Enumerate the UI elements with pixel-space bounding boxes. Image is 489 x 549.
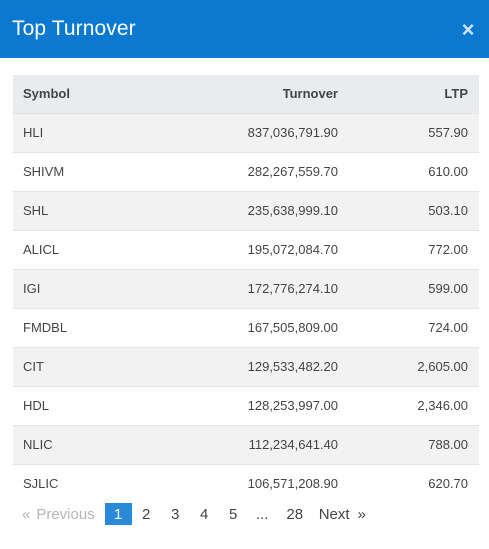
cell-symbol: IGI <box>23 281 41 296</box>
table-body: HLI 837,036,791.90 557.90 SHIVM 282,267,… <box>13 113 479 503</box>
cell-symbol: SHIVM <box>23 164 65 179</box>
cell-turnover: 128,253,997.00 <box>247 398 338 413</box>
table-row: FMDBL 167,505,809.00 724.00 <box>13 308 479 347</box>
cell-symbol: SJLIC <box>23 476 59 492</box>
previous-page-button[interactable]: Previous <box>36 505 95 523</box>
cell-ltp: 2,605.00 <box>417 359 468 374</box>
cell-symbol: FMDBL <box>23 320 68 335</box>
cell-ltp: 503.10 <box>428 203 468 218</box>
page-button-5[interactable]: 5 <box>229 505 238 523</box>
table-row: ALICL 195,072,084.70 772.00 <box>13 230 479 269</box>
table-row: IGI 172,776,274.10 599.00 <box>13 269 479 308</box>
cell-turnover: 106,571,208.90 <box>247 476 338 492</box>
cell-ltp: 2,346.00 <box>417 398 468 413</box>
cell-ltp: 724.00 <box>428 320 468 335</box>
column-header-turnover[interactable]: Turnover <box>282 86 338 102</box>
pagination: « Previous 1 2 3 4 5 ... 28 Next » <box>13 503 366 525</box>
table-row: SJLIC 106,571,208.90 620.70 <box>13 464 479 503</box>
cell-symbol: NLIC <box>23 437 53 452</box>
cell-turnover: 112,234,641.40 <box>248 437 338 452</box>
cell-turnover: 129,533,482.20 <box>247 359 338 374</box>
table-row: HLI 837,036,791.90 557.90 <box>13 113 479 152</box>
cell-ltp: 610.00 <box>428 164 468 179</box>
cell-ltp: 772.00 <box>428 242 468 257</box>
table-header-row: Symbol Turnover LTP <box>13 75 479 113</box>
close-icon[interactable]: × <box>461 17 475 42</box>
table-row: CIT 129,533,482.20 2,605.00 <box>13 347 479 386</box>
next-page-button[interactable]: Next <box>318 505 350 523</box>
page-button-4[interactable]: 4 <box>200 505 209 523</box>
cell-turnover: 235,638,999.10 <box>247 203 338 218</box>
table-row: HDL 128,253,997.00 2,346.00 <box>13 386 479 425</box>
page-ellipsis: ... <box>255 505 269 523</box>
table-row: SHL 235,638,999.10 503.10 <box>13 191 479 230</box>
cell-turnover: 837,036,791.90 <box>247 125 338 140</box>
page-button-2[interactable]: 2 <box>142 505 151 523</box>
cell-turnover: 195,072,084.70 <box>247 242 338 257</box>
cell-turnover: 172,776,274.10 <box>247 281 338 296</box>
table-header: Symbol Turnover LTP <box>13 75 479 113</box>
cell-ltp: 620.70 <box>428 476 468 492</box>
cell-turnover: 167,505,809.00 <box>247 320 338 335</box>
modal-header: Top Turnover × <box>0 0 489 58</box>
cell-ltp: 557.90 <box>428 125 468 140</box>
next-arrow-icon[interactable]: » <box>357 505 366 523</box>
modal-title: Top Turnover <box>12 17 136 40</box>
table-row: NLIC 112,234,641.40 788.00 <box>13 425 479 464</box>
previous-arrow-icon: « <box>22 505 31 523</box>
page-button-28[interactable]: 28 <box>286 505 304 523</box>
column-header-ltp[interactable]: LTP <box>444 86 468 102</box>
cell-symbol: SHL <box>23 203 49 218</box>
cell-symbol: HLI <box>23 125 44 140</box>
cell-turnover: 282,267,559.70 <box>247 164 338 179</box>
cell-ltp: 788.00 <box>428 437 468 452</box>
column-header-symbol[interactable]: Symbol <box>23 86 70 102</box>
cell-ltp: 599.00 <box>428 281 468 296</box>
turnover-table: Symbol Turnover LTP HLI 837,036,791.90 5… <box>13 75 479 503</box>
turnover-table-container: Symbol Turnover LTP HLI 837,036,791.90 5… <box>13 75 479 503</box>
table-row: SHIVM 282,267,559.70 610.00 <box>13 152 479 191</box>
cell-symbol: ALICL <box>23 242 60 257</box>
page-button-3[interactable]: 3 <box>171 505 180 523</box>
page-button-1[interactable]: 1 <box>104 503 132 525</box>
cell-symbol: CIT <box>23 359 44 374</box>
cell-symbol: HDL <box>23 398 50 413</box>
